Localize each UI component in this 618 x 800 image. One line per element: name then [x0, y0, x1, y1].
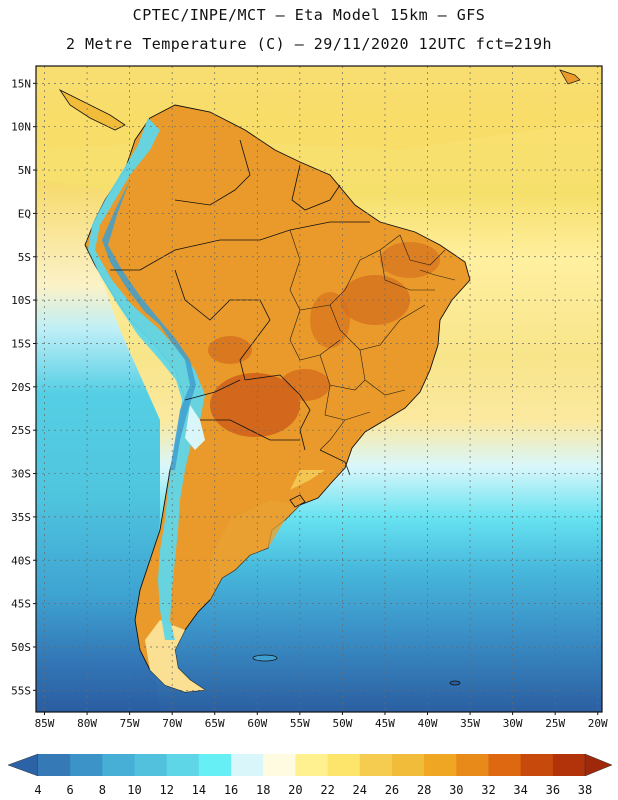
longitude-labels: 85W 80W 75W 70W 65W 60W 55W 50W 45W 40W 35W 30W 25W 2… [35, 712, 608, 730]
legend-label: 22 [320, 783, 334, 797]
legend-label: 18 [256, 783, 270, 797]
legend-color-segment [295, 754, 329, 776]
legend-color-segment [134, 754, 168, 776]
hot-core-bahia [340, 275, 410, 325]
legend-color-segment [456, 754, 489, 776]
lon-label-60w: 60W [247, 717, 267, 730]
legend-color-segment [198, 754, 232, 776]
lat-label-eq: EQ [18, 207, 31, 220]
legend-color-segment [70, 754, 103, 776]
legend-label: 16 [224, 783, 238, 797]
legend-color-segment [38, 754, 71, 776]
legend-label: 10 [127, 783, 141, 797]
map-title-line-1: CPTEC/INPE/MCT – Eta Model 15km – GFS [132, 6, 486, 24]
legend-label: 12 [159, 783, 173, 797]
legend-label: 8 [99, 783, 106, 797]
south-georgia [449, 680, 461, 686]
legend-color-segment [102, 754, 136, 776]
legend-label: 6 [67, 783, 74, 797]
lat-label-15n: 15N [11, 77, 31, 90]
legend-label: 34 [513, 783, 527, 797]
hot-core-bolivia [208, 336, 252, 364]
legend-color-segment [391, 754, 425, 776]
tierra-del-fuego-zone [145, 620, 205, 692]
legend-color-segment [552, 754, 586, 776]
lon-label-85w: 85W [35, 717, 55, 730]
lat-label-5n: 5N [18, 164, 31, 177]
lat-label-25s: 25S [11, 424, 31, 437]
legend-label: 14 [192, 783, 206, 797]
legend-label: 36 [546, 783, 560, 797]
legend-label: 30 [449, 783, 463, 797]
legend-arrow-high [584, 753, 613, 777]
lat-label-55s: 55S [11, 684, 31, 697]
legend-color-segment [488, 754, 522, 776]
central-america [58, 88, 126, 131]
caribbean-island [559, 69, 581, 85]
uruguay-zone [290, 470, 325, 490]
legend-label: 4 [34, 783, 41, 797]
pacific-ocean-field [36, 180, 160, 712]
lon-label-75w: 75W [120, 717, 140, 730]
lat-lon-grid [36, 66, 602, 712]
legend-label: 26 [385, 783, 399, 797]
temperature-map: 15N 10N 5N EQ 5S 10S 15S 20S 25S 30S 35S 40S 45S 50S 5… [11, 65, 608, 730]
lon-label-30w: 30W [503, 717, 523, 730]
lon-label-50w: 50W [332, 717, 352, 730]
lon-label-55w: 55W [290, 717, 310, 730]
legend-label: 28 [417, 783, 431, 797]
lat-label-10n: 10N [11, 121, 31, 134]
legend-arrow-low [7, 753, 39, 777]
lon-label-65w: 65W [205, 717, 225, 730]
atacama-cool-zone [185, 405, 205, 450]
andes-cold-strip [88, 118, 205, 640]
hot-core-goias [310, 292, 350, 348]
lon-label-20w: 20W [588, 717, 608, 730]
map-frame [35, 65, 603, 713]
map-title-line-2: 2 Metre Temperature (C) – 29/11/2020 12U… [65, 35, 553, 53]
patagonia-warm-zone [210, 500, 300, 600]
lon-label-25w: 25W [545, 717, 565, 730]
lon-label-35w: 35W [460, 717, 480, 730]
lagoa-dos-patos [289, 494, 306, 508]
legend-label: 38 [578, 783, 592, 797]
legend-color-segment [231, 754, 264, 776]
latitude-labels: 15N 10N 5N EQ 5S 10S 15S 20S 25S 30S 35S 40S 45S 50S 5… [11, 77, 36, 697]
falkland-islands [252, 654, 278, 662]
lat-label-30s: 30S [11, 468, 31, 481]
hot-core-mato-grosso-sul [280, 369, 330, 401]
legend-label: 20 [288, 783, 302, 797]
lat-label-35s: 35S [11, 511, 31, 524]
legend-color-segment [263, 754, 296, 776]
lat-label-10s: 10S [11, 294, 31, 307]
lat-label-15s: 15S [11, 337, 31, 350]
legend-color-segment [327, 754, 361, 776]
lon-label-40w: 40W [418, 717, 438, 730]
lat-label-5s: 5S [18, 251, 31, 264]
legend-color-segment [166, 754, 200, 776]
lon-label-80w: 80W [77, 717, 97, 730]
lat-label-50s: 50S [11, 641, 31, 654]
legend-label: 24 [353, 783, 367, 797]
color-scale-legend: 4 6 8 10 12 14 16 18 20 22 24 26 28 30 32 34 36 38 [7, 753, 613, 797]
lat-label-45s: 45S [11, 598, 31, 611]
legend-color-segment [520, 754, 554, 776]
lon-label-45w: 45W [375, 717, 395, 730]
lat-label-40s: 40S [11, 554, 31, 567]
lon-label-70w: 70W [162, 717, 182, 730]
lat-label-20s: 20S [11, 381, 31, 394]
legend-color-segment [424, 754, 457, 776]
legend-color-segment [359, 754, 393, 776]
state-borders [289, 229, 456, 451]
legend-label: 32 [481, 783, 495, 797]
